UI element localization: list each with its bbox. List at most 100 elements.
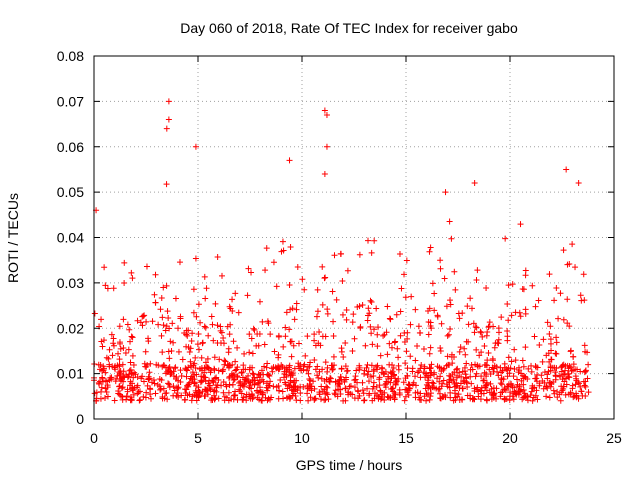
data-point (308, 387, 315, 394)
data-point (429, 280, 436, 287)
data-point (368, 249, 375, 256)
data-point (125, 373, 132, 380)
data-point (266, 373, 273, 380)
data-point (342, 363, 349, 370)
data-point (427, 244, 434, 251)
data-point (306, 376, 313, 383)
data-point (136, 397, 143, 404)
data-point (377, 387, 384, 394)
data-point (227, 305, 234, 312)
data-point (327, 375, 334, 382)
data-point (552, 350, 559, 357)
data-point (480, 390, 487, 397)
data-point (430, 371, 437, 378)
data-point (520, 286, 527, 293)
data-point (142, 348, 149, 355)
data-point (434, 312, 441, 319)
x-axis-label: GPS time / hours (296, 457, 403, 473)
data-point (398, 285, 405, 292)
data-point (307, 394, 314, 401)
data-point (566, 261, 573, 268)
data-point (193, 313, 200, 320)
data-point (242, 366, 249, 373)
data-point (218, 382, 225, 389)
data-point (162, 390, 169, 397)
data-point (287, 244, 294, 251)
data-point (522, 310, 529, 317)
data-point (217, 323, 224, 330)
data-point (245, 265, 252, 272)
data-point (103, 388, 110, 395)
data-point (532, 375, 539, 382)
data-point (208, 313, 215, 320)
y-tick-label: 0.07 (57, 93, 84, 109)
data-point (290, 342, 297, 349)
data-point (390, 371, 397, 378)
x-tick-label: 0 (90, 430, 98, 446)
data-point (467, 373, 474, 380)
data-point (544, 319, 551, 326)
data-point (486, 319, 493, 326)
data-point (491, 365, 498, 372)
data-point (547, 323, 554, 330)
data-point (521, 390, 528, 397)
data-point (256, 298, 263, 305)
data-point (350, 311, 357, 318)
data-point (396, 391, 403, 398)
data-point (286, 383, 293, 390)
data-point (465, 321, 472, 328)
y-tick-label: 0 (76, 411, 84, 427)
data-point (562, 375, 569, 382)
data-point (386, 315, 393, 322)
data-point (510, 396, 517, 403)
data-point (481, 343, 488, 350)
data-point (502, 387, 509, 394)
data-point (446, 379, 453, 386)
data-point (338, 365, 345, 372)
data-point (279, 363, 286, 370)
y-tick-label: 0.01 (57, 366, 84, 382)
data-point (122, 350, 129, 357)
data-point (577, 292, 584, 299)
data-point (311, 337, 318, 344)
data-point (536, 342, 543, 349)
data-point (214, 254, 221, 261)
data-point (342, 340, 349, 347)
data-point (254, 374, 261, 381)
data-point (404, 365, 411, 372)
data-point (343, 316, 350, 323)
data-point (568, 368, 575, 375)
data-point (123, 393, 130, 400)
data-point (391, 339, 398, 346)
data-point (472, 361, 479, 368)
data-point (446, 372, 453, 379)
data-point (388, 344, 395, 351)
data-point (562, 367, 569, 374)
data-point (543, 352, 550, 359)
data-point (116, 369, 123, 376)
data-point (370, 326, 377, 333)
data-point (477, 396, 484, 403)
data-point (323, 143, 330, 150)
data-point (490, 385, 497, 392)
data-point (205, 380, 212, 387)
data-point (581, 382, 588, 389)
data-point (497, 364, 504, 371)
data-point (374, 331, 381, 338)
data-point (570, 353, 577, 360)
data-point (444, 332, 451, 339)
data-point (292, 392, 299, 399)
data-point (230, 376, 237, 383)
data-point (117, 345, 124, 352)
data-point (323, 111, 330, 118)
data-point (127, 378, 134, 385)
data-point (495, 329, 502, 336)
data-point (97, 395, 104, 402)
data-point (301, 286, 308, 293)
data-point (506, 370, 513, 377)
data-point (181, 386, 188, 393)
data-point (110, 342, 117, 349)
data-point (476, 352, 483, 359)
data-point (567, 389, 574, 396)
data-point (209, 321, 216, 328)
